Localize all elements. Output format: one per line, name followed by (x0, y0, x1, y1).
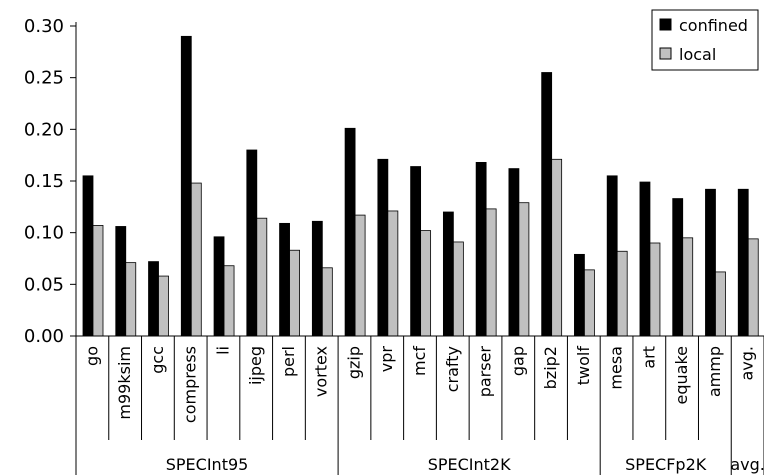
legend-label-local: local (679, 45, 716, 64)
bar-local-mcf (420, 230, 432, 337)
bar-local-li (223, 265, 235, 337)
category-label-crafty: crafty (443, 346, 462, 392)
legend: confined local (651, 9, 759, 71)
group-label-SPECInt2K: SPECInt2K (428, 455, 511, 474)
bar-local-m99ksim (125, 262, 137, 337)
bar-confined-perl (279, 222, 290, 337)
y-tick-label: 0.15 (24, 171, 64, 192)
bar-confined-gap (508, 168, 520, 337)
bar-local-vortex (321, 267, 333, 337)
category-label-parser: parser (476, 346, 495, 398)
bar-confined-art (639, 181, 651, 337)
bar-confined-li (213, 236, 225, 337)
legend-swatch-local (659, 47, 672, 60)
category-label-mcf: mcf (410, 346, 429, 376)
bar-confined-gcc (148, 261, 159, 337)
bar-confined-go (82, 175, 94, 337)
category-label-ijpeg: ijpeg (246, 346, 265, 385)
bar-confined-bzip2 (541, 72, 553, 337)
legend-swatch-confined (659, 18, 672, 31)
bar-local-ijpeg (256, 217, 268, 337)
group-label-avg: avg. (730, 455, 764, 474)
category-label-mesa: mesa (607, 346, 626, 390)
group-label-SPECFp2K: SPECFp2K (625, 455, 707, 474)
bar-confined-gzip (344, 127, 356, 337)
group-label-SPECInt95: SPECInt95 (166, 455, 249, 474)
bar-local-avg (747, 238, 759, 337)
bar-local-gap (518, 202, 530, 337)
bars (82, 35, 759, 337)
category-label-perl: perl (279, 346, 298, 377)
category-label-vortex: vortex (312, 346, 331, 397)
y-axis: 0.00 0.05 0.10 0.15 0.20 0.25 0.30 (24, 16, 77, 347)
bar-local-ammp (715, 271, 726, 337)
x-axis: go m99ksim gcc compress li ijpeg perl vortex gzi… (75, 335, 764, 475)
bar-local-parser (485, 208, 497, 337)
y-tick-label: 0.25 (24, 68, 64, 89)
bar-confined-twolf (574, 253, 585, 337)
bar-confined-ammp (705, 188, 716, 337)
category-label-go: go (82, 346, 101, 366)
bar-confined-ijpeg (246, 149, 258, 337)
category-label-art: art (639, 346, 658, 369)
category-label-twolf: twolf (574, 346, 593, 386)
bar-local-crafty (452, 241, 464, 337)
bar-confined-crafty (442, 211, 454, 337)
category-label-gzip: gzip (344, 346, 363, 379)
bar-confined-compress (180, 35, 192, 337)
category-label-m99ksim: m99ksim (115, 346, 134, 420)
category-label-vpr: vpr (377, 346, 396, 373)
category-label-li: li (213, 346, 232, 355)
bar-confined-m99ksim (115, 226, 127, 337)
bar-confined-vortex (311, 220, 323, 337)
y-tick-label: 0.20 (24, 119, 64, 140)
y-tick-label: 0.10 (24, 223, 64, 244)
bar-local-gzip (354, 214, 366, 337)
bar-local-compress (190, 182, 202, 337)
bar-confined-mcf (410, 166, 422, 337)
bar-confined-avg (737, 188, 749, 337)
bar-local-gcc (158, 275, 169, 337)
category-label-ammp: ammp (705, 346, 724, 397)
legend-label-confined: confined (679, 16, 748, 35)
bar-local-art (649, 242, 661, 337)
bar-local-equake (682, 237, 694, 337)
bar-confined-equake (672, 198, 684, 337)
bar-confined-parser (475, 161, 487, 337)
bar-confined-vpr (377, 158, 389, 337)
bar-local-bzip2 (551, 158, 563, 337)
category-label-equake: equake (672, 346, 691, 404)
y-tick-label: 0.00 (24, 326, 64, 347)
category-label-bzip2: bzip2 (541, 346, 560, 389)
bar-local-vpr (387, 210, 399, 337)
y-tick-label: 0.05 (24, 274, 64, 295)
category-label-gcc: gcc (148, 346, 167, 374)
bar-local-mesa (616, 250, 628, 337)
bar-confined-mesa (606, 175, 618, 337)
category-label-avg: avg. (738, 346, 757, 381)
y-tick-label: 0.30 (24, 16, 64, 37)
category-label-gap: gap (508, 346, 527, 376)
bar-local-go (92, 225, 104, 337)
category-label-compress: compress (181, 346, 200, 423)
bar-local-twolf (584, 269, 595, 337)
bar-local-perl (289, 249, 300, 337)
